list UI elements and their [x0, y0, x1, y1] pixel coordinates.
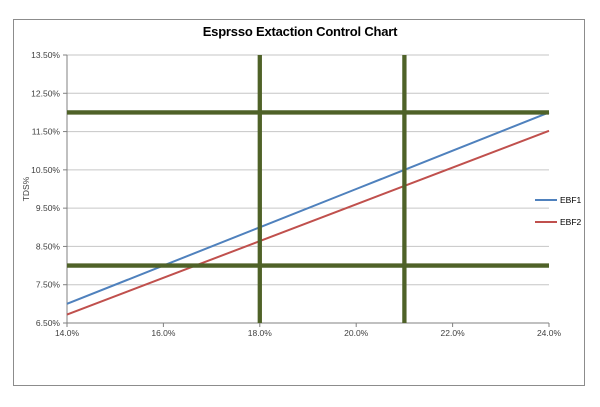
- legend-label: EBF2: [560, 217, 582, 227]
- y-tick-label: 7.50%: [36, 280, 61, 290]
- y-tick-label: 8.50%: [36, 241, 61, 251]
- legend-swatch: [535, 221, 557, 223]
- x-tick-label: 14.0%: [55, 328, 80, 338]
- x-tick-label: 24.0%: [537, 328, 562, 338]
- y-tick-label: 10.50%: [31, 165, 60, 175]
- y-tick-label: 9.50%: [36, 203, 61, 213]
- y-axis-title: TDS%: [21, 176, 31, 201]
- x-tick-label: 20.0%: [344, 328, 369, 338]
- chart-frame: [13, 19, 585, 386]
- x-tick-label: 18.0%: [248, 328, 273, 338]
- y-tick-label: 13.50%: [31, 50, 60, 60]
- x-tick-label: 22.0%: [441, 328, 466, 338]
- legend-item-ebf1: EBF1: [535, 192, 581, 208]
- series-line-ebf1: [66, 111, 550, 305]
- y-tick-label: 12.50%: [31, 88, 60, 98]
- y-tick-label: 11.50%: [32, 127, 61, 137]
- legend: EBF1 EBF2: [535, 192, 581, 230]
- chart-title: Esprsso Extaction Control Chart: [202, 24, 398, 39]
- y-tick-label: 6.50%: [36, 318, 61, 328]
- legend-label: EBF1: [560, 195, 582, 205]
- legend-item-ebf2: EBF2: [535, 214, 581, 230]
- series-line-ebf2: [66, 129, 550, 316]
- x-tick-label: 16.0%: [151, 328, 176, 338]
- legend-swatch: [535, 199, 557, 201]
